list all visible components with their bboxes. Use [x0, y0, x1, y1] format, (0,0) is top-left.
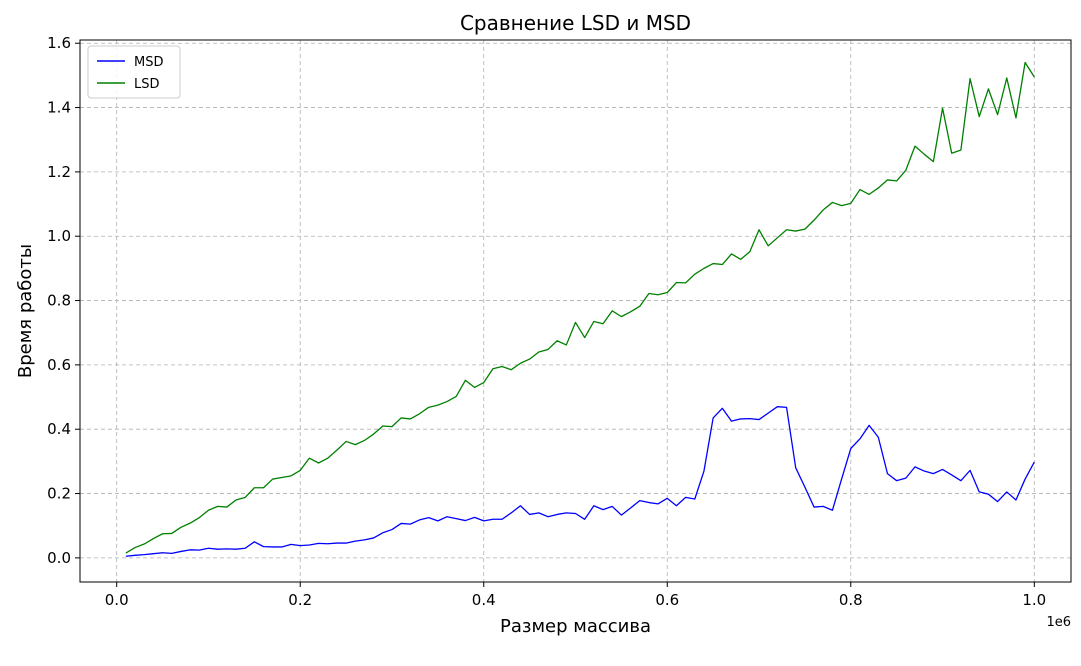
y-tick-label: 1.4 — [47, 99, 71, 117]
legend-label-lsd: LSD — [134, 77, 160, 92]
y-axis-label: Время работы — [15, 244, 36, 378]
x-tick-label: 0.4 — [472, 591, 496, 609]
y-tick-label: 0.4 — [47, 420, 71, 438]
y-tick-label: 0.8 — [47, 292, 71, 310]
plot-frame — [79, 39, 1072, 583]
chart-title: Сравнение LSD и MSD — [460, 11, 691, 35]
x-tick-label: 0.8 — [839, 591, 863, 609]
y-tick-label: 0.2 — [47, 485, 71, 503]
series-line-msd — [125, 406, 1035, 557]
grid — [80, 40, 1071, 582]
y-tick-label: 0.6 — [47, 356, 71, 374]
x-axis-label: Размер массива — [500, 616, 651, 637]
y-tick-label: 0.0 — [47, 549, 71, 567]
x-tick-label: 0.6 — [655, 591, 679, 609]
axis-ticks: 0.0 0.2 0.4 0.6 0.8 1.0 0.0 0.2 0.4 0.6 0.8 1.0 1.2 1… — [47, 34, 1046, 609]
y-tick-label: 1.2 — [47, 163, 71, 181]
y-tick-label: 1.6 — [47, 34, 71, 52]
x-tick-label: 0.2 — [288, 591, 312, 609]
legend-box — [87, 45, 181, 99]
legend: MSD LSD — [87, 45, 181, 99]
x-axis-offset-label: 1e6 — [1046, 615, 1071, 630]
series-lines — [125, 61, 1035, 557]
legend-label-msd: MSD — [134, 55, 163, 70]
x-tick-label: 0.0 — [105, 591, 129, 609]
x-tick-label: 1.0 — [1022, 591, 1046, 609]
y-tick-label: 1.0 — [47, 227, 71, 245]
series-line-lsd — [125, 61, 1035, 554]
